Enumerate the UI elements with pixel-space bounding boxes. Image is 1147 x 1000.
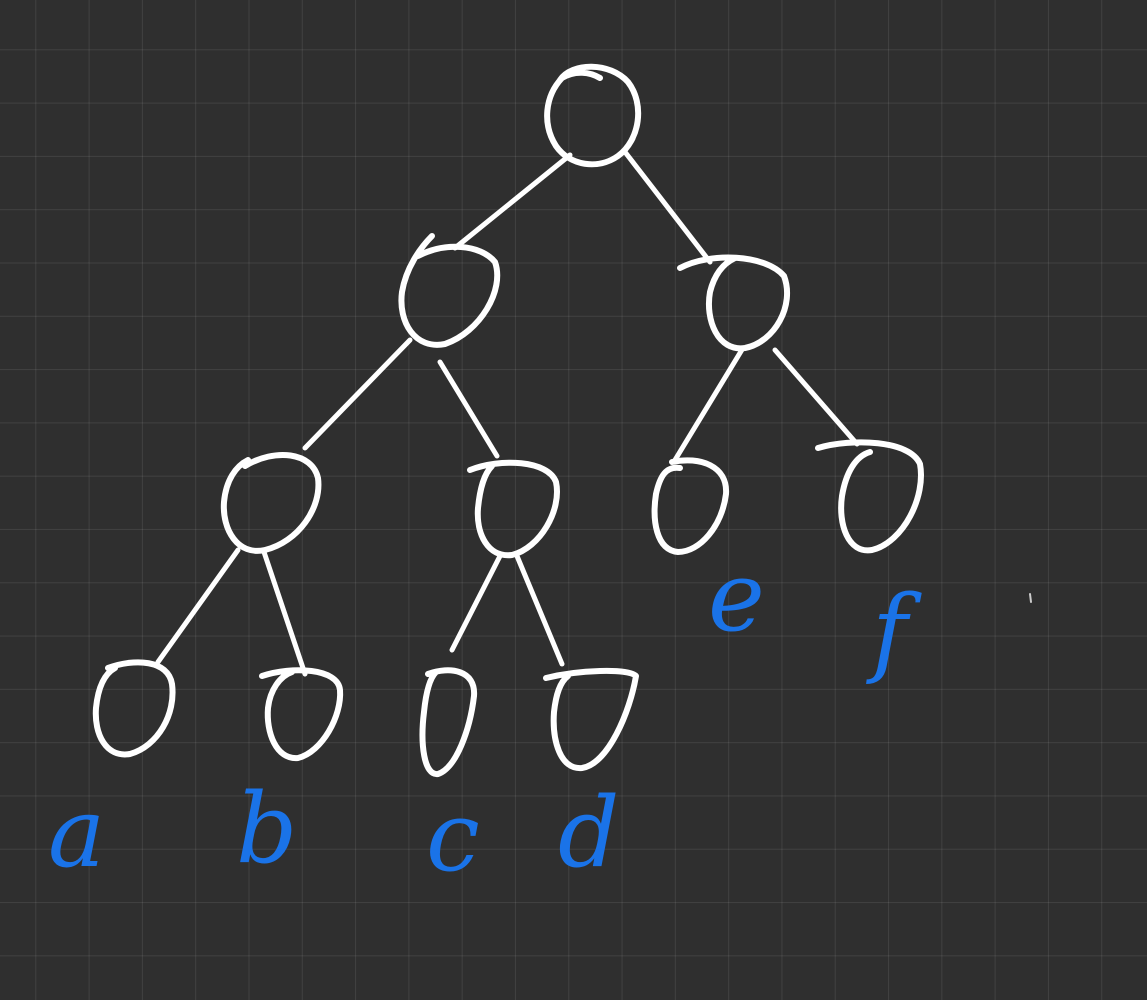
stray-mark [1029, 593, 1032, 603]
edge-root-left [452, 152, 573, 251]
edge-lr-d [514, 553, 565, 667]
leaf-label-a: a [48, 777, 105, 889]
node-right-right [815, 439, 924, 554]
node-left-right [467, 459, 560, 559]
tree-edges [155, 149, 860, 677]
leaf-label-d: d [558, 777, 619, 889]
edge-r-rl [672, 345, 746, 463]
leaf-label-e: e [708, 541, 765, 653]
edge-r-rr [772, 347, 860, 447]
node-leaf-c [419, 667, 478, 777]
node-leaf-b [259, 667, 344, 762]
leaf-label-f: f [866, 575, 922, 687]
node-leaf-d [543, 667, 639, 772]
node-leaf-a [92, 659, 176, 758]
leaf-label-c: c [426, 781, 480, 893]
edge-l-lr [437, 359, 500, 459]
node-root [544, 63, 642, 168]
edge-ll-b [261, 549, 308, 677]
node-right-left [651, 457, 730, 555]
edge-l-ll [302, 337, 413, 451]
node-left [398, 233, 501, 348]
edge-ll-a [155, 547, 241, 665]
tree-nodes [92, 63, 924, 777]
node-left-left [220, 451, 322, 554]
edge-root-right [622, 149, 713, 265]
leaf-label-b: b [236, 773, 297, 885]
edge-lr-c [449, 553, 503, 653]
node-right [677, 254, 791, 352]
leaf-labels: a b c d e f [48, 541, 922, 893]
